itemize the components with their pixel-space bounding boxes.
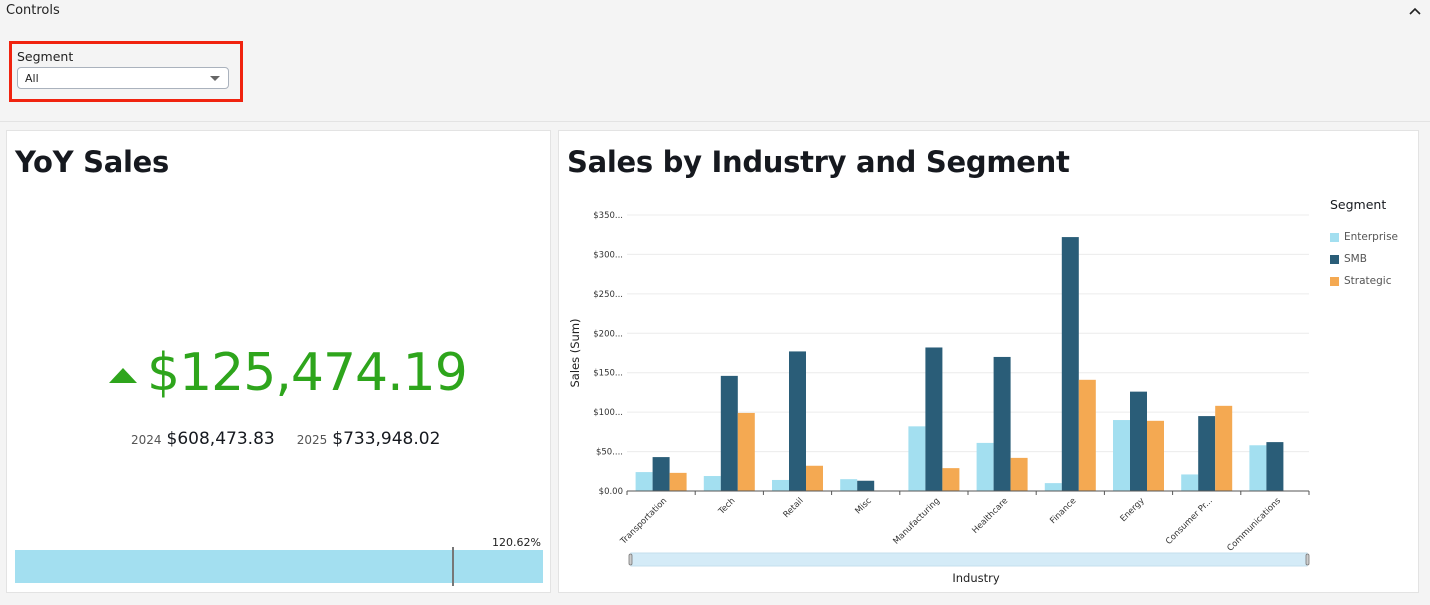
bar-smb-0[interactable] [652, 457, 670, 491]
x-tick-label: Manufacturing [891, 496, 942, 547]
bar-chart: $0.00 $50.... $100... $150... $200... $250...… [568, 211, 1310, 585]
y-tick-label: $150... [593, 369, 623, 379]
chevron-up-icon[interactable] [1406, 2, 1424, 20]
bar-strategic-1[interactable] [737, 412, 755, 491]
segment-control-highlight: Segment All [9, 41, 243, 102]
bar-enterprise-2[interactable] [772, 479, 789, 491]
bar-enterprise-7[interactable] [1113, 420, 1130, 491]
bar-strategic-2[interactable] [806, 465, 823, 491]
y-tick-label: $50.... [596, 448, 623, 458]
bar-smb-9[interactable] [1266, 442, 1284, 491]
bar-strategic-6[interactable] [1078, 379, 1096, 491]
y-tick-label: $300... [593, 250, 623, 260]
scrollbar-handle-right[interactable] [1305, 553, 1310, 566]
legend-item-smb[interactable]: SMB [1330, 253, 1367, 265]
bar-smb-2[interactable] [789, 351, 806, 491]
y-tick-label: $200... [593, 329, 623, 339]
bar-smb-1[interactable] [720, 375, 738, 491]
scrollbar-handle-left[interactable] [628, 553, 633, 566]
y-tick-label: $250... [593, 290, 623, 300]
legend-swatch [1330, 232, 1339, 242]
current-year-value: $733,948.02 [332, 429, 441, 449]
bar-smb-8[interactable] [1198, 416, 1216, 491]
x-tick-label: Misc [853, 496, 874, 517]
segment-label: Segment [17, 49, 74, 64]
legend-swatch [1330, 254, 1339, 264]
bar-enterprise-9[interactable] [1249, 445, 1267, 491]
bar-strategic-4[interactable] [942, 468, 960, 491]
prior-year-value: $608,473.83 [166, 429, 275, 449]
x-tick-label: Consumer Pr... [1164, 496, 1215, 547]
legend-label: SMB [1344, 253, 1367, 265]
x-tick-label: Communications [1225, 496, 1283, 554]
legend-item-strategic[interactable]: Strategic [1330, 275, 1391, 287]
legend-item-enterprise[interactable]: Enterprise [1330, 231, 1398, 243]
kpi-difference: $125,474.19 [109, 343, 468, 403]
x-tick-label: Tech [716, 496, 737, 517]
kpi-panel: YoY Sales $125,474.19 2024 $608,473.83 2… [6, 130, 551, 593]
bar-smb-5[interactable] [993, 356, 1011, 491]
x-tick-label: Healthcare [970, 496, 1010, 536]
bar-strategic-5[interactable] [1010, 457, 1028, 491]
y-tick-label: $100... [593, 408, 623, 418]
legend-swatch [1330, 276, 1339, 286]
bar-enterprise-6[interactable] [1044, 483, 1062, 491]
triangle-up-icon [109, 367, 137, 383]
x-tick-label: Energy [1119, 496, 1147, 524]
bar-smb-4[interactable] [925, 347, 943, 491]
x-tick-label: Retail [782, 496, 806, 520]
caret-down-icon [210, 76, 220, 81]
bar-strategic-7[interactable] [1147, 420, 1164, 491]
y-tick-label: $0.00 [599, 487, 623, 497]
x-axis-scrollbar[interactable] [630, 552, 1308, 567]
legend-label: Strategic [1344, 275, 1392, 287]
bar-enterprise-4[interactable] [908, 426, 926, 491]
controls-title: Controls [6, 3, 60, 18]
bar-smb-6[interactable] [1061, 237, 1079, 491]
bar-strategic-8[interactable] [1215, 405, 1233, 491]
legend-title: Segment [1330, 197, 1387, 212]
chart-title: Sales by Industry and Segment [567, 145, 1070, 179]
progress-percent-label: 120.62% [492, 536, 541, 549]
kpi-title: YoY Sales [15, 145, 169, 179]
segment-selected-value: All [25, 72, 39, 85]
x-axis-label: Industry [952, 571, 999, 585]
segment-dropdown[interactable]: All [17, 67, 229, 89]
bar-smb-7[interactable] [1130, 391, 1147, 491]
legend-label: Enterprise [1344, 231, 1399, 243]
y-axis-label: Sales (Sum) [568, 318, 582, 387]
kpi-difference-value: $125,474.19 [147, 343, 468, 403]
kpi-comparison: 2024 $608,473.83 2025 $733,948.02 [131, 429, 462, 449]
current-year-label: 2025 [296, 433, 328, 447]
bar-enterprise-3[interactable] [840, 479, 858, 491]
x-tick-label: Transportation [618, 496, 669, 547]
bar-enterprise-5[interactable] [976, 442, 994, 491]
x-tick-label: Finance [1048, 496, 1078, 526]
progress-bar [15, 547, 543, 586]
controls-bar: Controls Segment All [0, 0, 1430, 122]
progress-target-marker [451, 547, 454, 586]
bar-strategic-0[interactable] [669, 472, 687, 491]
y-tick-label: $350... [593, 211, 623, 221]
bar-smb-3[interactable] [857, 480, 875, 491]
bar-enterprise-1[interactable] [703, 476, 721, 491]
chart-panel: Sales by Industry and Segment $0.00 $50..… [558, 130, 1419, 593]
prior-year-label: 2024 [131, 433, 162, 447]
bar-enterprise-0[interactable] [635, 472, 653, 491]
bar-enterprise-8[interactable] [1181, 474, 1199, 491]
